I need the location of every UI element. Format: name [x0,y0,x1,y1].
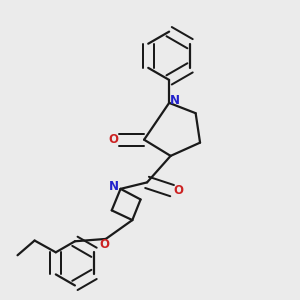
Text: N: N [109,180,119,193]
Text: O: O [108,133,118,146]
Text: N: N [169,94,179,107]
Text: O: O [174,184,184,196]
Text: O: O [99,238,110,251]
